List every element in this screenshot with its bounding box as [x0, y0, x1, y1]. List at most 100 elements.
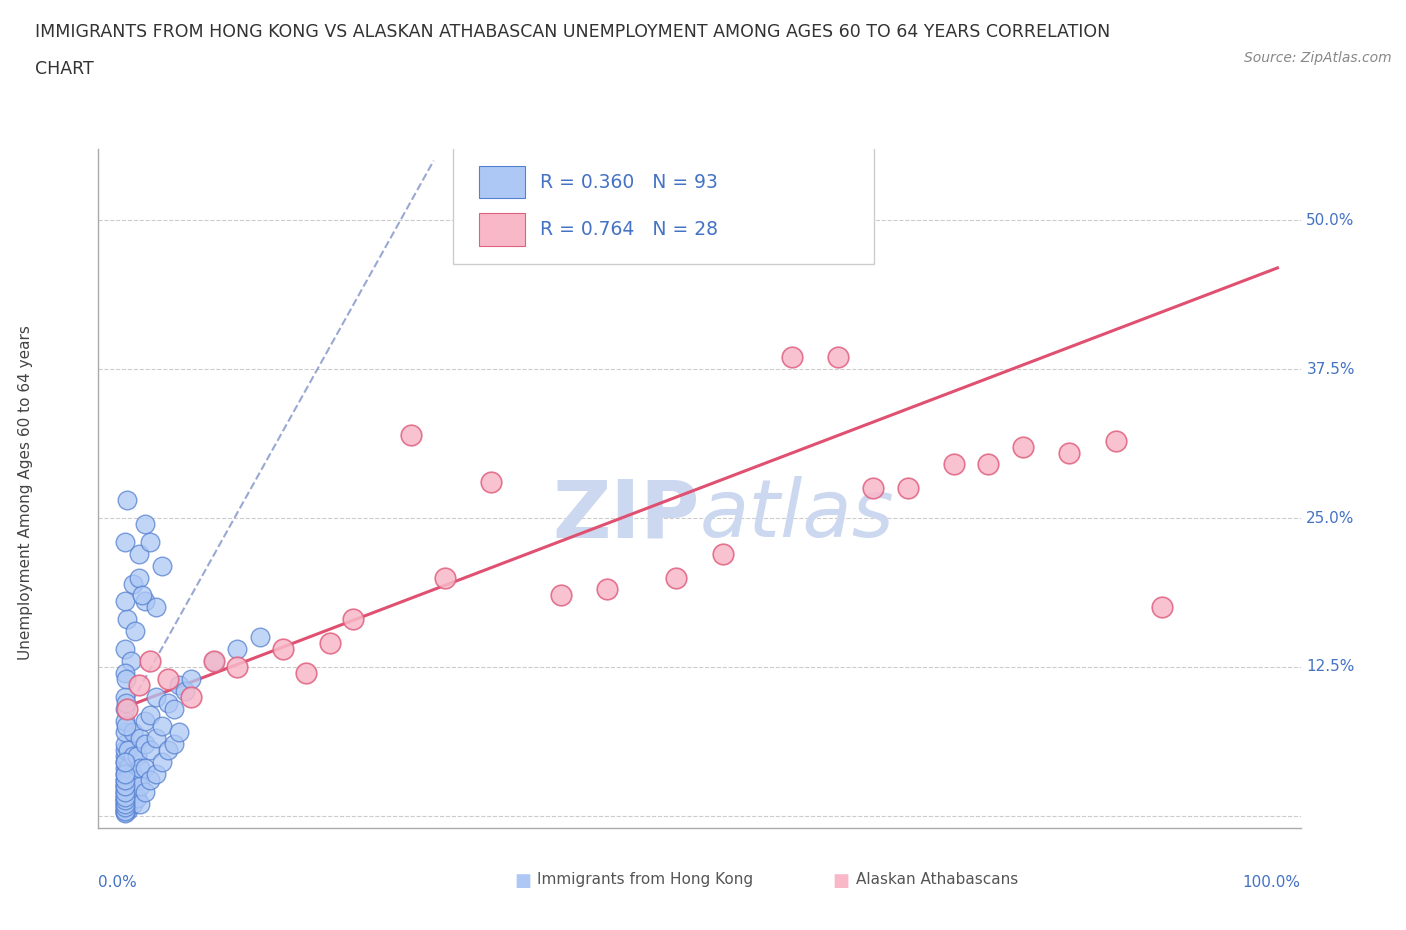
Point: [131, 588, 153, 603]
Point: [120, 654, 142, 669]
Point: [117, 785, 139, 800]
Point: [399, 427, 422, 442]
Point: [122, 576, 145, 591]
Point: [150, 755, 173, 770]
Text: 12.5%: 12.5%: [1306, 659, 1355, 674]
Point: [134, 737, 156, 751]
Point: [827, 350, 849, 365]
Point: [139, 654, 162, 669]
Point: [114, 666, 136, 681]
Point: [665, 570, 688, 585]
Text: R = 0.764   N = 28: R = 0.764 N = 28: [540, 220, 717, 239]
Point: [481, 475, 503, 490]
Point: [122, 749, 145, 764]
Point: [862, 481, 884, 496]
Point: [114, 761, 136, 776]
Point: [114, 713, 136, 728]
Point: [202, 654, 225, 669]
FancyBboxPatch shape: [479, 213, 526, 246]
Point: [114, 701, 136, 716]
Point: [977, 457, 1000, 472]
Point: [122, 785, 145, 800]
Point: [711, 546, 734, 561]
Point: [114, 798, 136, 813]
Point: [117, 761, 139, 776]
Point: [114, 802, 136, 817]
Point: [134, 594, 156, 609]
Point: [139, 707, 162, 722]
Point: [226, 659, 249, 674]
Point: [129, 778, 152, 793]
Point: [115, 696, 138, 711]
Point: [128, 546, 150, 561]
Point: [114, 773, 136, 788]
Text: Alaskan Athabascans: Alaskan Athabascans: [856, 871, 1018, 887]
Point: [114, 766, 136, 781]
Point: [942, 457, 965, 472]
Point: [114, 755, 136, 770]
Point: [139, 743, 162, 758]
Point: [169, 677, 191, 692]
Point: [550, 588, 572, 603]
Point: [128, 570, 150, 585]
Point: [162, 737, 184, 751]
Text: IMMIGRANTS FROM HONG KONG VS ALASKAN ATHABASCAN UNEMPLOYMENT AMONG AGES 60 TO 64: IMMIGRANTS FROM HONG KONG VS ALASKAN ATH…: [35, 23, 1111, 41]
Point: [145, 689, 167, 704]
Point: [129, 796, 152, 811]
Point: [125, 790, 148, 805]
Point: [114, 725, 136, 740]
Point: [117, 796, 139, 811]
Point: [169, 725, 191, 740]
Point: [114, 766, 136, 781]
Point: [114, 804, 136, 819]
Point: [114, 773, 136, 788]
Point: [114, 777, 136, 791]
Point: [434, 570, 457, 585]
Point: [139, 773, 162, 788]
Point: [114, 779, 136, 794]
Point: [145, 766, 167, 781]
Point: [114, 535, 136, 550]
Point: [117, 743, 139, 758]
Point: [150, 558, 173, 573]
Text: 50.0%: 50.0%: [1306, 213, 1355, 228]
Point: [114, 689, 136, 704]
Point: [145, 600, 167, 615]
Point: [134, 785, 156, 800]
Point: [273, 642, 295, 657]
Text: Unemployment Among Ages 60 to 64 years: Unemployment Among Ages 60 to 64 years: [18, 326, 32, 660]
Point: [114, 743, 136, 758]
Point: [226, 642, 249, 657]
Point: [125, 773, 148, 788]
Point: [1150, 600, 1173, 615]
Point: [156, 671, 179, 686]
Point: [134, 713, 156, 728]
Point: [295, 666, 318, 681]
Point: [156, 743, 179, 758]
Point: [122, 725, 145, 740]
Point: [114, 737, 136, 751]
Point: [342, 612, 364, 627]
Point: [128, 677, 150, 692]
Point: [596, 582, 619, 597]
Text: 37.5%: 37.5%: [1306, 362, 1355, 377]
Point: [162, 701, 184, 716]
FancyBboxPatch shape: [453, 145, 873, 264]
Point: [145, 731, 167, 746]
Point: [180, 689, 202, 704]
FancyBboxPatch shape: [479, 166, 526, 198]
Point: [124, 624, 146, 639]
Point: [115, 671, 138, 686]
Point: [1104, 433, 1126, 448]
Point: [117, 790, 139, 805]
Point: [117, 773, 139, 788]
Point: [180, 671, 202, 686]
Point: [117, 612, 139, 627]
Point: [114, 778, 136, 793]
Point: [114, 793, 136, 808]
Text: 100.0%: 100.0%: [1243, 875, 1301, 890]
Point: [122, 766, 145, 781]
Point: [249, 630, 271, 644]
Point: [114, 804, 136, 818]
Point: [117, 701, 139, 716]
